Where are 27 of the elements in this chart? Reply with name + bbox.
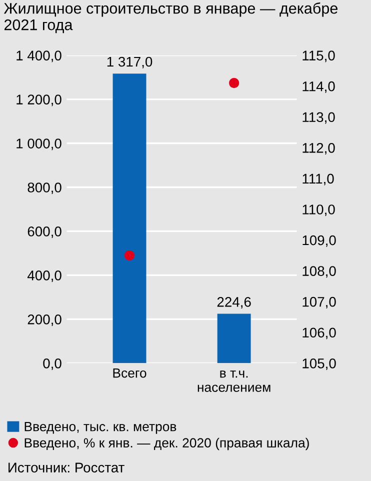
legend-label: Введено, % к янв. — дек. 2020 (правая шкала) xyxy=(24,438,309,450)
y-tick-label: 1 200,0 xyxy=(16,94,62,106)
y2-tick-label: 105,0 xyxy=(302,358,336,370)
data-label: 1 317,0 xyxy=(107,56,152,68)
y-tick-label: 0,0 xyxy=(43,358,62,370)
y2-tick-label: 106,0 xyxy=(302,328,336,340)
y2-tick-label: 113,0 xyxy=(302,112,335,124)
y2-tick-label: 115,0 xyxy=(302,50,335,62)
y-tick-label: 200,0 xyxy=(28,314,62,326)
y-tick-label: 1 000,0 xyxy=(16,138,62,150)
y-tick-label: 600,0 xyxy=(28,226,62,238)
y-tick-label: 1 400,0 xyxy=(16,50,62,62)
chart-title: Жилищное строительство в январе — декабре 2021 года xyxy=(4,2,338,34)
y2-tick-label: 110,0 xyxy=(302,204,335,216)
x-tick-label: в т.ч. населением xyxy=(198,370,270,392)
legend-label: Введено, тыс. кв. метров xyxy=(24,422,176,434)
y-tick-label: 800,0 xyxy=(28,182,62,194)
y-tick-label: 400,0 xyxy=(27,270,62,282)
y2-tick-label: 114,0 xyxy=(302,81,335,93)
y2-tick-label: 108,0 xyxy=(302,266,336,278)
y2-tick-label: 107,0 xyxy=(302,296,336,308)
y2-tick-label: 109,0 xyxy=(302,235,336,247)
y2-tick-label: 111,0 xyxy=(302,174,334,186)
text: Источник: Росстат xyxy=(8,462,124,472)
x-tick-label: Всего xyxy=(113,368,146,378)
y2-tick-label: 112,0 xyxy=(302,143,335,154)
data-label: 224,6 xyxy=(217,297,251,308)
